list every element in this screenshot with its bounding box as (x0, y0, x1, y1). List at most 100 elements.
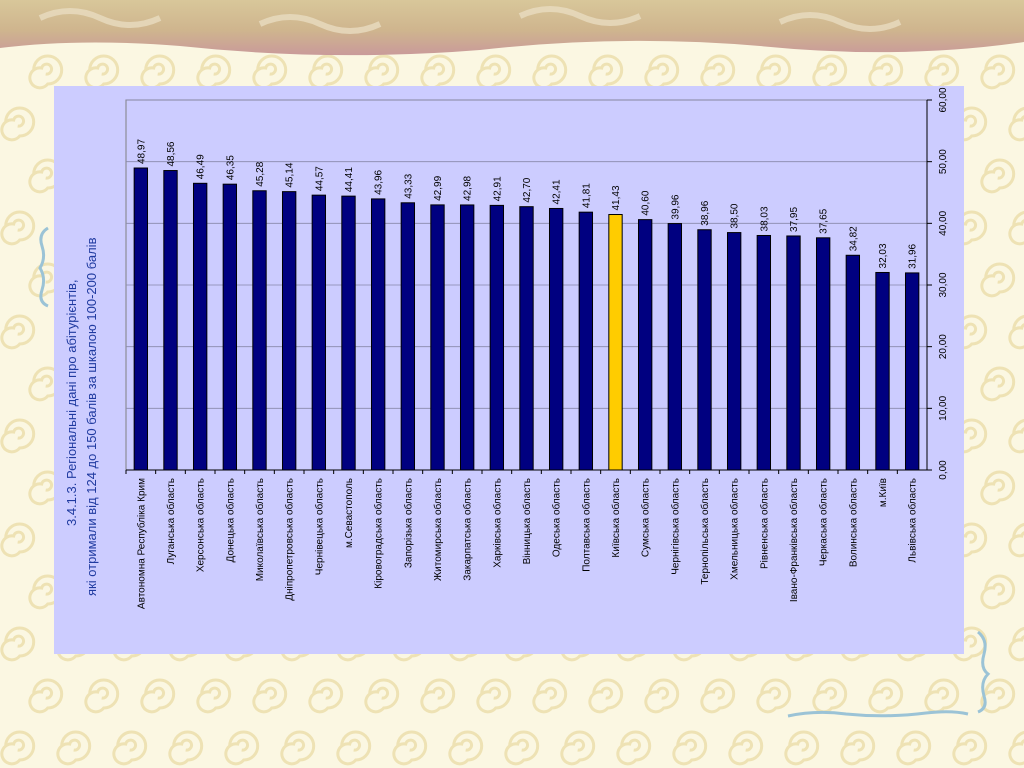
chart-subtitle: які отримали від 124 до 150 балів за шка… (84, 237, 99, 596)
swirl-ornament (0, 418, 36, 454)
swirl-ornament (28, 262, 64, 298)
bar (875, 271, 890, 471)
category-label: Одеська область (551, 478, 563, 557)
swirl-ornament (0, 314, 36, 350)
swirl-ornament (980, 366, 1016, 402)
bar (192, 182, 208, 471)
y-tick-label: 20,00 (938, 334, 949, 359)
chart-panel: 0,00 10,00 20,00 30,00 40,00 50,00 60,00 48,97 А… (54, 86, 964, 654)
bar (697, 229, 712, 471)
y-tick-label: 30,00 (938, 272, 949, 297)
swirl-ornament (980, 574, 1016, 610)
category-label: Волинська область (847, 478, 859, 567)
swirl-ornament (392, 730, 428, 766)
y-tick-label: 40,00 (938, 210, 949, 235)
swirl-ornament (168, 730, 204, 766)
bar (311, 194, 327, 471)
data-label: 48,56 (166, 141, 177, 166)
data-label: 45,28 (255, 161, 266, 186)
top-decorative-banner (0, 0, 1024, 56)
swirl-ornament (224, 730, 260, 766)
category-label: Закарпатська область (462, 478, 474, 581)
swirl-ornament (532, 678, 568, 714)
data-label: 38,50 (730, 203, 741, 228)
swirl-ornament (476, 54, 512, 90)
data-label: 41,43 (611, 185, 622, 210)
swirl-ornament (0, 730, 36, 766)
swirl-ornament (420, 678, 456, 714)
swirl-ornament (980, 470, 1016, 506)
swirl-ornament (980, 158, 1016, 194)
data-label: 31,96 (908, 243, 919, 268)
data-label: 42,98 (463, 175, 474, 200)
bar (845, 254, 861, 471)
bar-chart: 0,00 10,00 20,00 30,00 40,00 50,00 60,00 48,97 А… (64, 87, 949, 609)
category-label: Полтавська область (580, 478, 592, 572)
category-label: Запорізька область (402, 478, 414, 568)
bar (815, 237, 831, 471)
data-label: 44,57 (314, 166, 325, 191)
swirl-ornament (700, 54, 736, 90)
swirl-ornament (532, 54, 568, 90)
swirl-ornament (868, 678, 904, 714)
data-label: 43,96 (374, 169, 385, 194)
category-label: Рівненська область (758, 478, 770, 569)
swirl-ornament (616, 730, 652, 766)
category-label: Тернопільська область (699, 478, 711, 585)
data-label: 48,97 (136, 139, 147, 164)
data-label: 42,91 (492, 176, 503, 201)
data-label: 43,33 (403, 173, 414, 198)
swirl-ornament (700, 678, 736, 714)
bar (756, 234, 772, 471)
bar (726, 232, 742, 471)
category-label: Херсонська область (195, 478, 207, 572)
swirl-ornament (308, 54, 344, 90)
data-label: 37,95 (789, 207, 800, 232)
bar (904, 272, 920, 471)
category-label: Чернігівська область (669, 478, 681, 575)
swirl-ornament (364, 54, 400, 90)
bar (281, 191, 297, 471)
swirl-ornament (756, 54, 792, 90)
swirl-ornament (28, 678, 64, 714)
category-label: м.Севастополь (344, 478, 355, 548)
category-label: Сумська область (640, 478, 652, 557)
category-label: Луганська область (165, 478, 177, 564)
bottom-line-decoration (787, 710, 969, 718)
swirl-ornament (28, 54, 64, 90)
bar (133, 167, 149, 471)
category-label: Вінницька область (521, 478, 533, 564)
swirl-ornament (1008, 730, 1024, 766)
category-label: м.Київ (878, 478, 889, 507)
swirl-ornament (28, 470, 64, 506)
swirl-ornament (868, 54, 904, 90)
category-label: Київська область (610, 478, 622, 558)
swirl-ornament (56, 730, 92, 766)
swirl-ornament (280, 730, 316, 766)
y-tick-label: 60,00 (938, 87, 949, 112)
swirl-ornament (0, 106, 36, 142)
swirl-ornament (196, 678, 232, 714)
swirl-ornament (84, 678, 120, 714)
bar (222, 183, 238, 471)
bar (786, 235, 801, 471)
swirl-ornament (980, 54, 1016, 90)
swirl-ornament (840, 730, 876, 766)
category-label: Кіровоградська область (373, 478, 385, 589)
swirl-ornament (196, 54, 232, 90)
data-label: 37,65 (819, 208, 830, 233)
data-label: 42,99 (433, 175, 444, 200)
category-label: Автономна Республіка Крим (135, 478, 147, 609)
swirl-ornament (336, 730, 372, 766)
swirl-ornament (1008, 522, 1024, 558)
data-label: 38,96 (700, 200, 711, 225)
category-label: Черкаська область (818, 478, 830, 566)
swirl-ornament (0, 626, 36, 662)
bar (637, 219, 653, 471)
data-label: 38,03 (759, 206, 770, 231)
data-label: 40,60 (641, 190, 652, 215)
bar (489, 204, 505, 471)
swirl-ornament (952, 730, 988, 766)
swirl-ornament (84, 54, 120, 90)
swirl-ornament (420, 54, 456, 90)
